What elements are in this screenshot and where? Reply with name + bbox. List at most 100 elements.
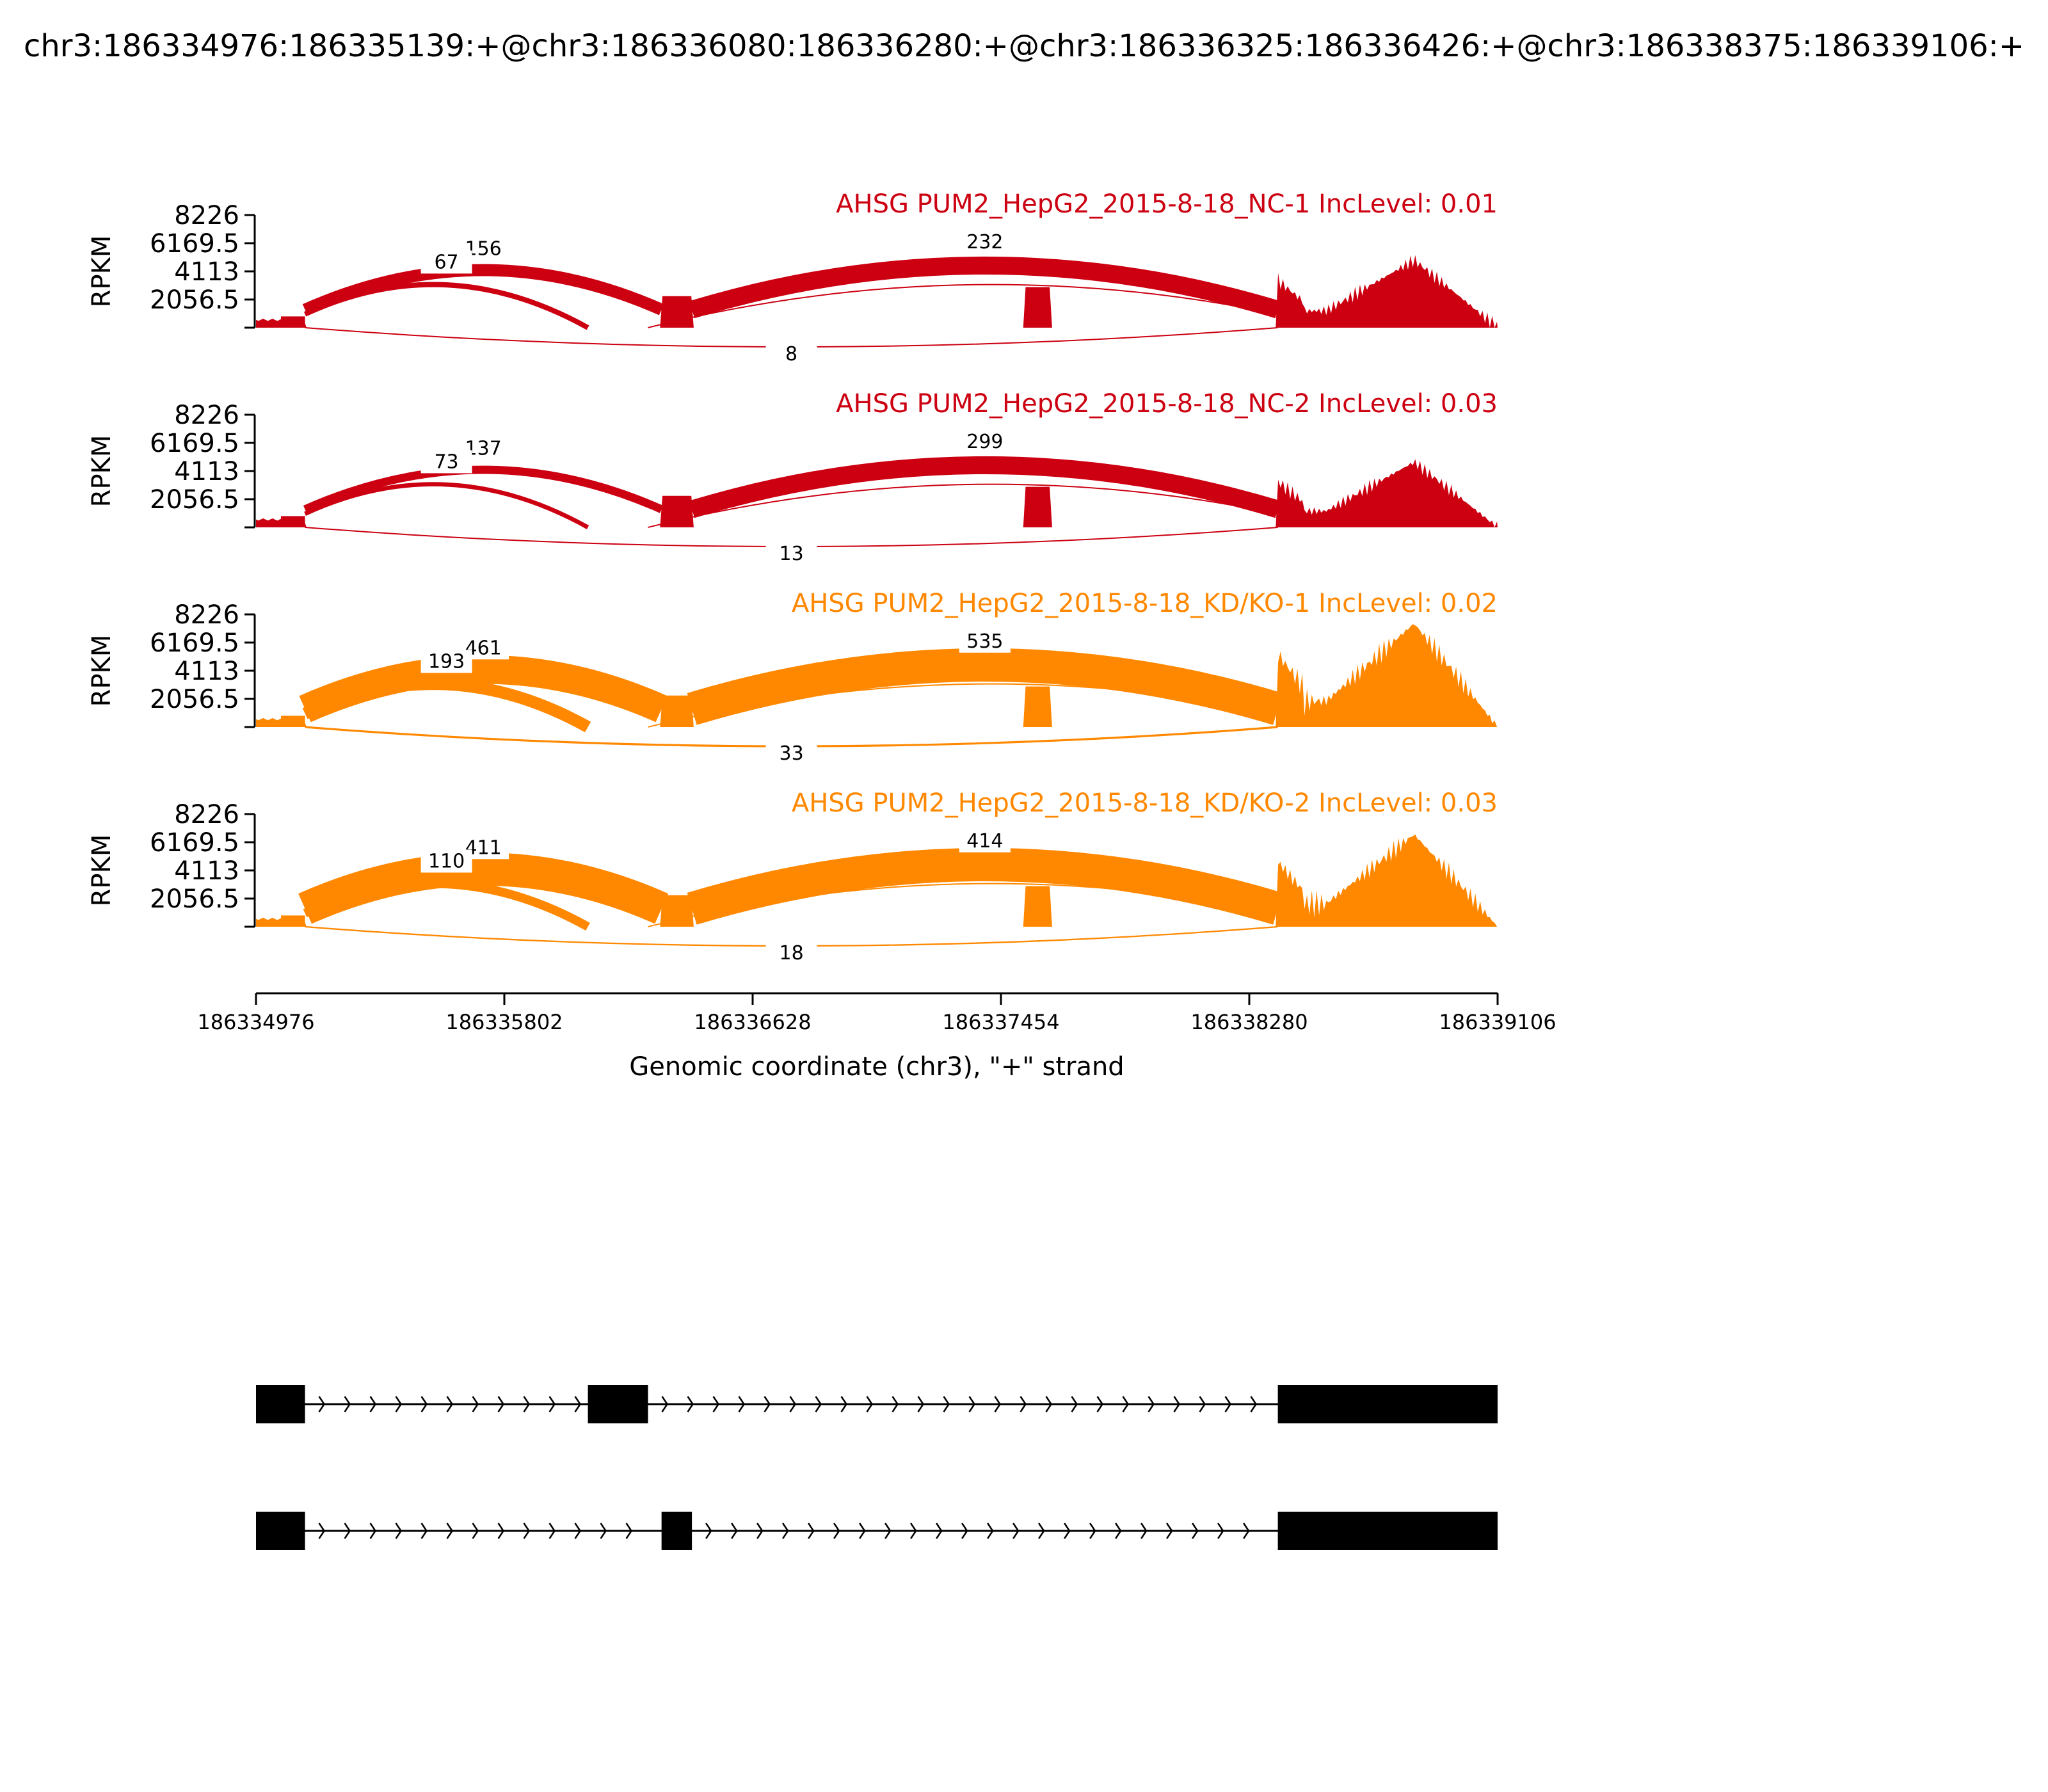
junction-arc — [687, 848, 1283, 925]
sample-title: AHSG PUM2_HepG2_2015-8-18_KD/KO-2 IncLev… — [792, 788, 1498, 818]
exon-block — [1277, 1512, 1498, 1550]
strand-arrow — [738, 1396, 746, 1412]
junction-arc — [648, 683, 1278, 728]
strand-arrow — [1166, 1523, 1173, 1539]
junction-arc — [303, 879, 590, 931]
junction-count-label: 33 — [780, 742, 804, 765]
strand-arrow — [731, 1523, 738, 1539]
junction-arc — [304, 482, 589, 529]
coverage-exon-block — [280, 316, 305, 328]
coverage-exon-block — [661, 711, 692, 727]
strand-arrow — [420, 1523, 428, 1539]
y-tick-label: 6169.5 — [150, 229, 239, 259]
strand-arrow — [705, 1523, 712, 1539]
strand-arrow — [968, 1396, 976, 1412]
strand-arrow — [395, 1523, 403, 1539]
strand-arrow — [472, 1523, 479, 1539]
junction-count-label: 18 — [780, 942, 804, 964]
exon-block — [256, 1512, 305, 1550]
coverage-exon-block — [280, 915, 305, 927]
y-axis-label: RPKM — [87, 236, 116, 308]
junction-count-label: 299 — [966, 431, 1003, 453]
strand-arrow — [548, 1396, 556, 1412]
y-tick-label: 4113 — [174, 657, 239, 686]
junction-arc — [689, 456, 1281, 518]
strand-arrow — [1217, 1523, 1224, 1539]
junction-count-label: 232 — [966, 231, 1003, 253]
strand-arrow — [892, 1396, 899, 1412]
strand-arrow — [943, 1396, 950, 1412]
strand-arrow — [1192, 1523, 1199, 1539]
strand-arrow — [600, 1523, 607, 1539]
y-tick-label: 4113 — [174, 457, 239, 486]
strand-arrow — [961, 1523, 968, 1539]
strand-arrow — [420, 1396, 428, 1412]
strand-arrow — [1122, 1396, 1130, 1412]
x-tick-label: 186335802 — [445, 1010, 563, 1034]
y-tick-label: 6169.5 — [150, 828, 239, 858]
strand-arrow — [1089, 1523, 1096, 1539]
strand-arrow — [344, 1396, 351, 1412]
strand-arrow — [1071, 1396, 1078, 1412]
strand-arrow — [1173, 1396, 1181, 1412]
y-tick-label: 2056.5 — [150, 285, 239, 315]
strand-arrow — [1243, 1523, 1250, 1539]
isoform-row — [256, 1385, 1498, 1423]
coverage-exon-block — [280, 716, 305, 727]
y-axis-label: RPKM — [87, 835, 116, 907]
x-tick-label: 186339106 — [1439, 1010, 1556, 1034]
strand-arrow — [987, 1523, 994, 1539]
strand-arrow — [446, 1523, 454, 1539]
junction-label-box — [420, 650, 472, 673]
strand-arrow — [1148, 1396, 1155, 1412]
strand-arrow — [523, 1396, 531, 1412]
junction-label-box — [765, 742, 817, 765]
strand-arrow — [1020, 1396, 1027, 1412]
coverage-exon-block — [280, 516, 305, 527]
y-tick-label: 8226 — [174, 600, 239, 630]
coverage-exon-block — [661, 312, 692, 328]
junction-arc — [298, 852, 669, 924]
exon-block — [1277, 1385, 1498, 1423]
y-tick-label: 6169.5 — [150, 429, 239, 458]
strand-arrow — [1250, 1396, 1258, 1412]
strand-arrow — [1224, 1396, 1232, 1412]
strand-arrow — [1064, 1523, 1071, 1539]
strand-arrow — [318, 1396, 326, 1412]
strand-arrow — [523, 1523, 531, 1539]
junction-arc — [689, 257, 1281, 319]
isoform-track — [256, 1385, 1498, 1550]
strand-arrow — [497, 1523, 505, 1539]
junction-label-box — [959, 829, 1011, 852]
x-tick-label: 186337454 — [942, 1010, 1059, 1034]
junction-label-box — [765, 542, 817, 565]
y-tick-label: 8226 — [174, 800, 239, 829]
strand-arrow — [815, 1396, 822, 1412]
strand-arrow — [1045, 1396, 1053, 1412]
junction-count-label: 110 — [428, 850, 465, 872]
strand-arrow — [687, 1396, 694, 1412]
strand-arrow — [574, 1396, 582, 1412]
y-axis-label: RPKM — [87, 635, 116, 707]
junction-label-box — [765, 342, 817, 365]
junction-label-box — [420, 450, 472, 474]
figure-title: chr3:186334976:186335139:+@chr3:18633608… — [24, 28, 2024, 64]
y-tick-label: 8226 — [174, 201, 239, 230]
junction-label-box — [765, 941, 817, 964]
junction-count-label: 13 — [780, 543, 804, 565]
strand-arrow — [344, 1523, 351, 1539]
strand-arrow — [548, 1523, 556, 1539]
strand-arrow — [369, 1396, 377, 1412]
strand-arrow — [866, 1396, 874, 1412]
x-axis: 186334976 186335802 186336628 186337454 1863… — [197, 992, 1556, 1034]
y-axis-label: RPKM — [87, 435, 116, 508]
junction-label-box — [420, 849, 472, 873]
junction-arc — [302, 678, 591, 733]
strand-arrow — [764, 1396, 771, 1412]
strand-arrow — [497, 1396, 505, 1412]
strand-arrow — [1038, 1523, 1045, 1539]
